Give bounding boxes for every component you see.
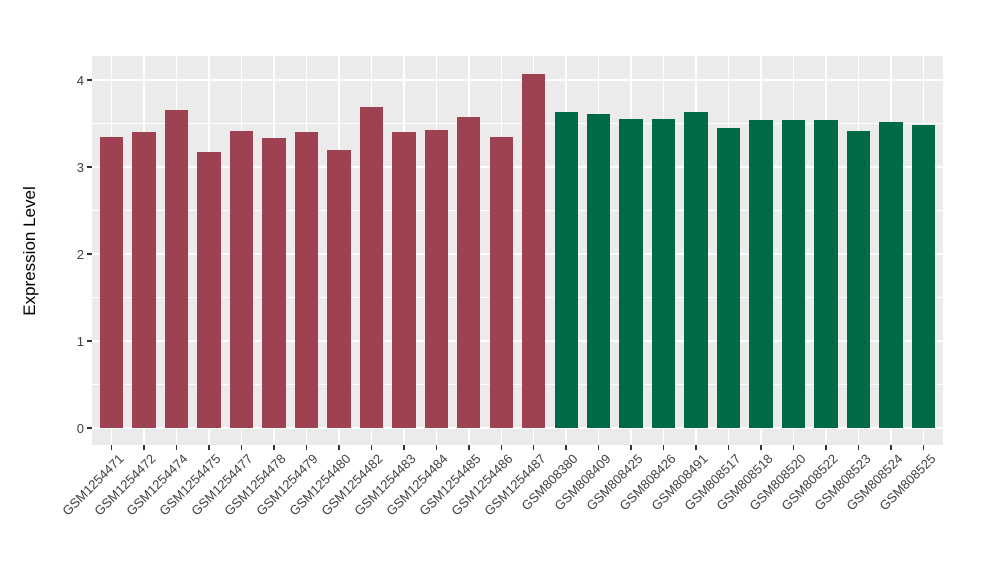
x-tick [110, 445, 113, 450]
bar [229, 131, 254, 428]
bar [522, 73, 546, 428]
gridline-y-major [92, 340, 943, 342]
x-tick [922, 445, 925, 450]
gridline-y-major [92, 166, 943, 168]
x-tick [208, 445, 210, 450]
bar [424, 130, 448, 428]
x-tick [273, 445, 275, 450]
x-tick [240, 445, 243, 450]
x-tick [857, 445, 860, 450]
plot-panel [92, 56, 943, 445]
y-tick [87, 253, 92, 255]
x-tick [468, 445, 470, 450]
bar [327, 149, 351, 428]
x-tick [760, 445, 762, 450]
x-tick [662, 445, 665, 450]
x-tick [338, 445, 340, 450]
y-tick [87, 79, 92, 81]
x-tick [500, 445, 502, 450]
y-tick [87, 166, 92, 168]
bar [651, 119, 676, 428]
y-tick-label: 1 [76, 333, 84, 349]
x-tick [305, 445, 308, 450]
bar [749, 120, 773, 428]
bar [716, 127, 741, 428]
bar [457, 117, 481, 428]
x-tick [370, 445, 373, 450]
x-tick [792, 445, 795, 450]
x-tick [175, 445, 178, 450]
gridline-y-minor [92, 297, 943, 298]
x-tick [727, 445, 730, 450]
bar [911, 125, 936, 428]
bar [879, 121, 903, 428]
bar [294, 132, 319, 428]
bar [814, 120, 838, 428]
bar [359, 106, 384, 428]
gridline-y-minor [92, 210, 943, 211]
bar [684, 112, 708, 428]
x-tick [597, 445, 600, 450]
y-tick-label: 3 [76, 159, 84, 175]
x-tick [630, 445, 632, 450]
y-tick-label: 0 [76, 420, 84, 436]
bar [489, 136, 513, 428]
gridline-y-minor [92, 123, 943, 124]
bar [132, 132, 156, 428]
x-tick [565, 445, 567, 450]
gridline-y-major [92, 253, 943, 255]
x-tick [403, 445, 405, 450]
x-tick [435, 445, 438, 450]
x-tick [532, 445, 535, 450]
bar [392, 132, 416, 428]
x-tick [695, 445, 697, 450]
bar [99, 137, 124, 428]
x-tick [890, 445, 892, 450]
y-tick [87, 340, 92, 342]
bar [619, 119, 643, 428]
y-tick [87, 427, 92, 429]
bar [262, 138, 286, 428]
bar [846, 131, 871, 428]
x-tick [143, 445, 145, 450]
gridline-y-minor [92, 384, 943, 385]
y-tick-label: 2 [76, 246, 84, 262]
x-tick [825, 445, 827, 450]
bar [781, 120, 806, 428]
y-tick-label: 4 [76, 72, 84, 88]
gridline-y-major [92, 427, 943, 429]
gridline-y-major [92, 79, 943, 81]
bar [164, 109, 189, 428]
bar [554, 112, 578, 428]
bar [587, 113, 611, 428]
bar [197, 152, 221, 428]
y-axis-title: Expression Level [20, 186, 39, 316]
